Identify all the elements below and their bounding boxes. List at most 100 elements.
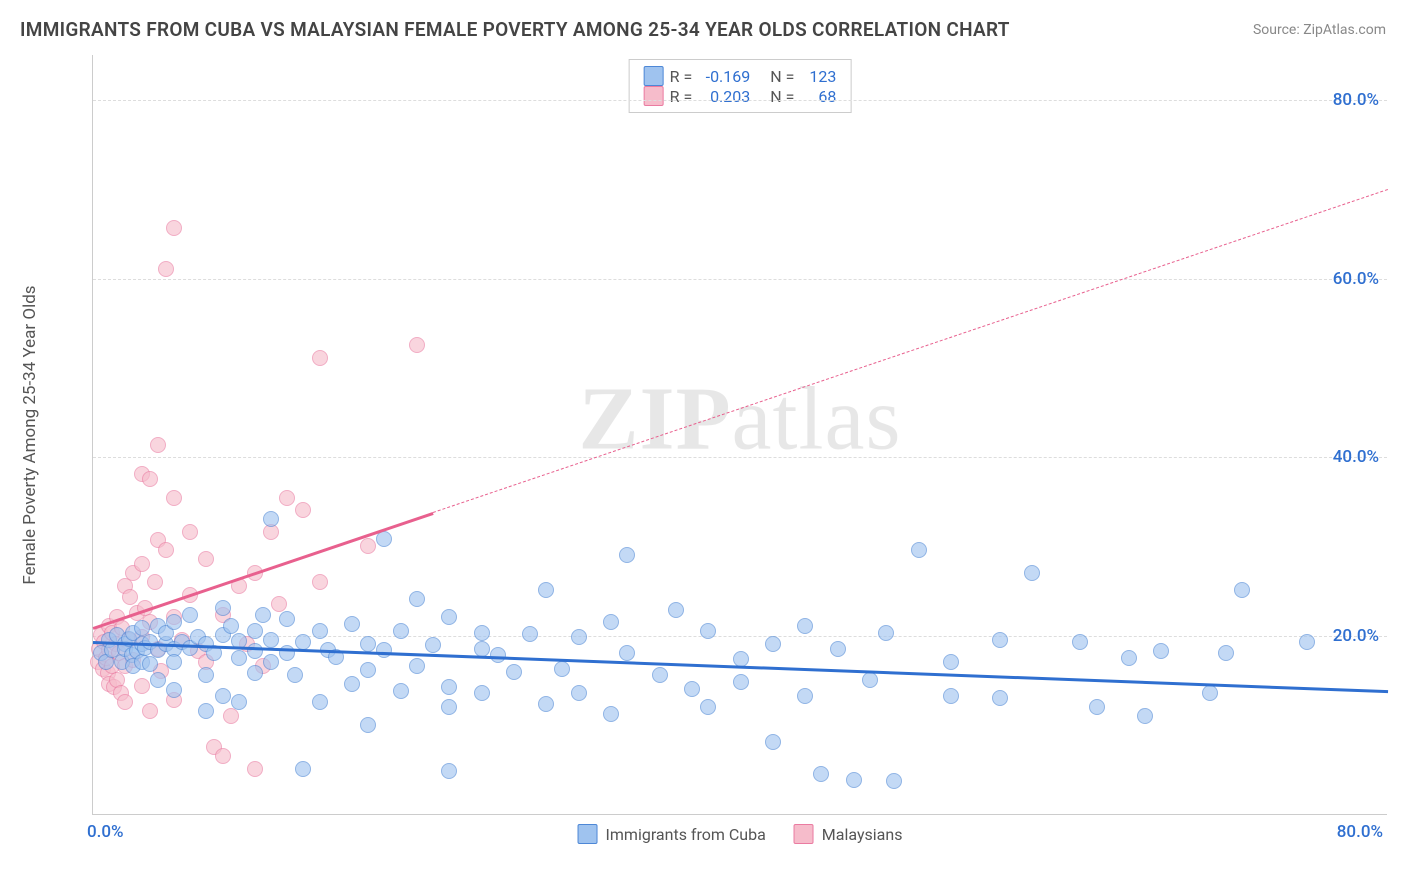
legend-item-malaysians: Malaysians bbox=[794, 824, 903, 844]
cuba-point bbox=[765, 636, 781, 652]
cuba-point bbox=[344, 616, 360, 632]
cuba-point bbox=[1089, 699, 1105, 715]
cuba-point bbox=[1234, 582, 1250, 598]
malaysians-point bbox=[247, 761, 263, 777]
swatch-malaysians-icon bbox=[794, 824, 814, 844]
cuba-point bbox=[765, 734, 781, 750]
cuba-point bbox=[360, 662, 376, 678]
malaysians-point bbox=[312, 574, 328, 590]
cuba-point bbox=[182, 607, 198, 623]
cuba-point bbox=[992, 632, 1008, 648]
gridline bbox=[93, 457, 1387, 458]
cuba-point bbox=[263, 632, 279, 648]
cuba-point bbox=[862, 672, 878, 688]
cuba-point bbox=[911, 542, 927, 558]
cuba-point bbox=[198, 667, 214, 683]
malaysians-point bbox=[142, 703, 158, 719]
cuba-point bbox=[943, 688, 959, 704]
malaysians-point bbox=[150, 437, 166, 453]
cuba-point bbox=[797, 688, 813, 704]
cuba-point bbox=[652, 667, 668, 683]
cuba-point bbox=[603, 614, 619, 630]
scatter-plot: ZIPatlas R = -0.169 N = 123 R = 0.203 N … bbox=[92, 55, 1387, 815]
cuba-point bbox=[441, 763, 457, 779]
malaysians-point bbox=[198, 551, 214, 567]
cuba-point bbox=[393, 623, 409, 639]
y-tick-label: 80.0% bbox=[1333, 90, 1379, 110]
swatch-malaysians bbox=[644, 86, 664, 106]
cuba-point bbox=[668, 602, 684, 618]
cuba-point bbox=[684, 681, 700, 697]
malaysians-point bbox=[147, 574, 163, 590]
cuba-point bbox=[247, 643, 263, 659]
cuba-point bbox=[150, 672, 166, 688]
cuba-point bbox=[344, 676, 360, 692]
cuba-point bbox=[1153, 643, 1169, 659]
chart-container: Female Poverty Among 25-34 Year Olds ZIP… bbox=[52, 55, 1387, 815]
cuba-point bbox=[846, 772, 862, 788]
malaysians-point bbox=[360, 538, 376, 554]
stats-legend: R = -0.169 N = 123 R = 0.203 N = 68 bbox=[629, 59, 852, 113]
cuba-point bbox=[943, 654, 959, 670]
legend-item-cuba: Immigrants from Cuba bbox=[578, 824, 766, 844]
cuba-point bbox=[166, 654, 182, 670]
source-attribution: Source: ZipAtlas.com bbox=[1253, 22, 1386, 38]
malaysians-point bbox=[215, 748, 231, 764]
cuba-point bbox=[393, 683, 409, 699]
cuba-point bbox=[1024, 565, 1040, 581]
cuba-point bbox=[279, 611, 295, 627]
cuba-point bbox=[263, 511, 279, 527]
cuba-point bbox=[1137, 708, 1153, 724]
cuba-point bbox=[522, 626, 538, 642]
cuba-point bbox=[287, 667, 303, 683]
cuba-point bbox=[376, 531, 392, 547]
cuba-point bbox=[797, 618, 813, 634]
cuba-point bbox=[255, 607, 271, 623]
cuba-point bbox=[409, 658, 425, 674]
cuba-point bbox=[166, 614, 182, 630]
gridline bbox=[93, 100, 1387, 101]
cuba-point bbox=[538, 696, 554, 712]
malaysians-point bbox=[279, 490, 295, 506]
cuba-point bbox=[490, 647, 506, 663]
cuba-point bbox=[1218, 645, 1234, 661]
r-value-mal: 0.203 bbox=[698, 87, 750, 106]
cuba-point bbox=[295, 761, 311, 777]
cuba-point bbox=[425, 637, 441, 653]
cuba-point bbox=[166, 682, 182, 698]
gridline bbox=[93, 279, 1387, 280]
cuba-point bbox=[886, 773, 902, 789]
malaysians-point bbox=[142, 471, 158, 487]
cuba-point bbox=[360, 717, 376, 733]
cuba-point bbox=[619, 645, 635, 661]
malaysians-trendline-projection bbox=[433, 189, 1388, 513]
stats-row-malaysians: R = 0.203 N = 68 bbox=[644, 86, 837, 106]
cuba-point bbox=[813, 766, 829, 782]
malaysians-point bbox=[166, 220, 182, 236]
cuba-point bbox=[878, 625, 894, 641]
y-tick-label: 20.0% bbox=[1333, 626, 1379, 646]
gridline bbox=[93, 636, 1387, 637]
chart-title: IMMIGRANTS FROM CUBA VS MALAYSIAN FEMALE… bbox=[20, 18, 1010, 41]
cuba-point bbox=[441, 699, 457, 715]
n-value-cuba: 123 bbox=[800, 67, 836, 86]
malaysians-point bbox=[134, 678, 150, 694]
cuba-point bbox=[619, 547, 635, 563]
cuba-point bbox=[198, 703, 214, 719]
cuba-point bbox=[312, 694, 328, 710]
malaysians-point bbox=[295, 502, 311, 518]
cuba-point bbox=[474, 685, 490, 701]
malaysians-point bbox=[166, 490, 182, 506]
cuba-point bbox=[441, 609, 457, 625]
cuba-point bbox=[603, 706, 619, 722]
cuba-point bbox=[263, 654, 279, 670]
malaysians-point bbox=[182, 524, 198, 540]
malaysians-point bbox=[409, 337, 425, 353]
cuba-point bbox=[223, 618, 239, 634]
n-value-mal: 68 bbox=[800, 87, 836, 106]
malaysians-point bbox=[271, 596, 287, 612]
y-tick-label: 60.0% bbox=[1333, 269, 1379, 289]
cuba-point bbox=[312, 623, 328, 639]
cuba-point bbox=[700, 699, 716, 715]
y-tick-label: 40.0% bbox=[1333, 447, 1379, 467]
